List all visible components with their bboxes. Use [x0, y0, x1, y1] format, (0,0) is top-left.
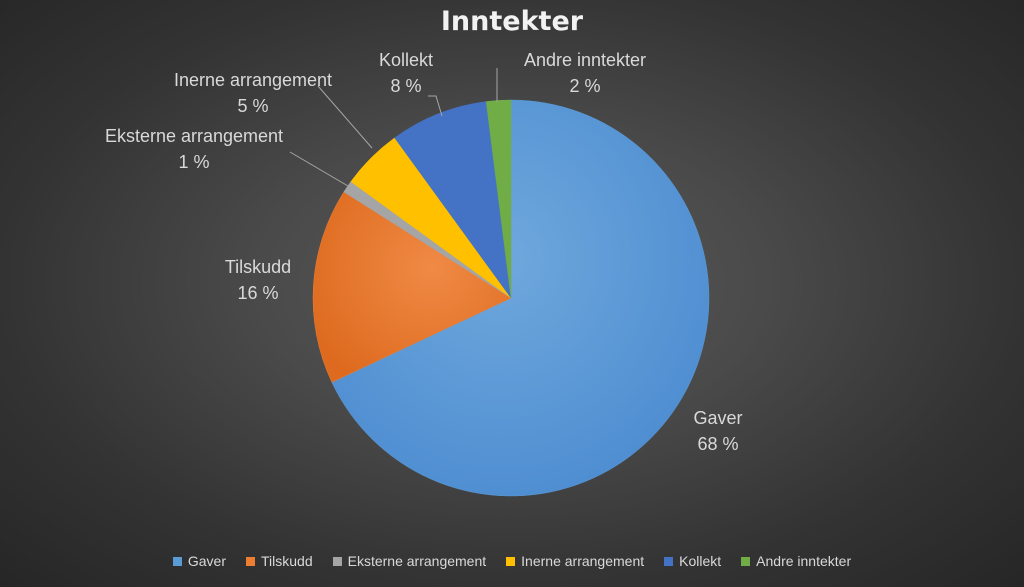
legend-label: Andre inntekter — [756, 553, 852, 569]
data-label-gaver-value: 68 % — [697, 434, 739, 454]
legend-swatch — [664, 556, 674, 566]
data-label-tilskudd: Tilskudd 16 % — [208, 254, 308, 306]
legend-label: Gaver — [187, 553, 226, 569]
data-label-eksterne-arrangement-value: 1 % — [178, 152, 210, 172]
data-label-andre-inntekter-name: Andre inntekter — [523, 50, 647, 70]
data-label-kollekt-value: 8 % — [390, 76, 422, 96]
data-label-inerne-arrangement-value: 5 % — [237, 96, 269, 116]
leader-line-inerne-arrangement — [317, 85, 373, 149]
data-label-kollekt: Kollekt 8 % — [362, 47, 450, 99]
data-label-inerne-arrangement-name: Inerne arrangement — [173, 70, 333, 90]
chart-title: Inntekter — [440, 6, 584, 37]
legend: Gaver Tilskudd Eksterne arrangement Inerne … — [0, 553, 1024, 569]
pie-slice-kollekt — [394, 101, 512, 299]
data-label-andre-inntekter-value: 2 % — [569, 76, 601, 96]
data-label-gaver-name: Gaver — [693, 408, 743, 428]
legend-swatch — [741, 556, 751, 566]
legend-item-andre-inntekter: Andre inntekter — [741, 553, 851, 569]
legend-swatch — [246, 556, 255, 566]
legend-item-gaver: Gaver — [172, 553, 226, 569]
legend-item-eksterne-arrangement: Eksterne arrangement — [332, 553, 487, 569]
leader-line-kollekt — [428, 95, 443, 117]
data-label-eksterne-arrangement: Eksterne arrangement 1 % — [82, 123, 306, 175]
pie-slice-andre-inntekter — [485, 99, 512, 299]
legend-swatch — [506, 556, 516, 566]
legend-label: Inerne arrangement — [521, 553, 645, 569]
legend-item-kollekt: Kollekt — [664, 553, 721, 569]
legend-swatch — [332, 556, 342, 566]
pie-slice-tilskudd — [312, 191, 512, 383]
legend-label: Tilskudd — [261, 553, 313, 569]
leader-line-eksterne-arrangement — [289, 151, 349, 187]
data-label-tilskudd-name: Tilskudd — [224, 257, 292, 277]
data-label-kollekt-name: Kollekt — [378, 50, 434, 70]
legend-item-tilskudd: Tilskudd — [246, 553, 313, 569]
data-label-inerne-arrangement: Inerne arrangement 5 % — [148, 67, 358, 119]
data-label-eksterne-arrangement-name: Eksterne arrangement — [104, 126, 284, 146]
legend-item-inerne-arrangement: Inerne arrangement — [506, 553, 644, 569]
legend-label: Kollekt — [679, 553, 722, 569]
data-label-andre-inntekter: Andre inntekter 2 % — [502, 47, 668, 99]
legend-label: Eksterne arrangement — [347, 553, 487, 569]
data-label-tilskudd-value: 16 % — [237, 283, 279, 303]
pie-slice-gaver — [331, 99, 710, 497]
legend-swatch — [172, 556, 182, 566]
data-label-gaver: Gaver 68 % — [678, 405, 758, 457]
